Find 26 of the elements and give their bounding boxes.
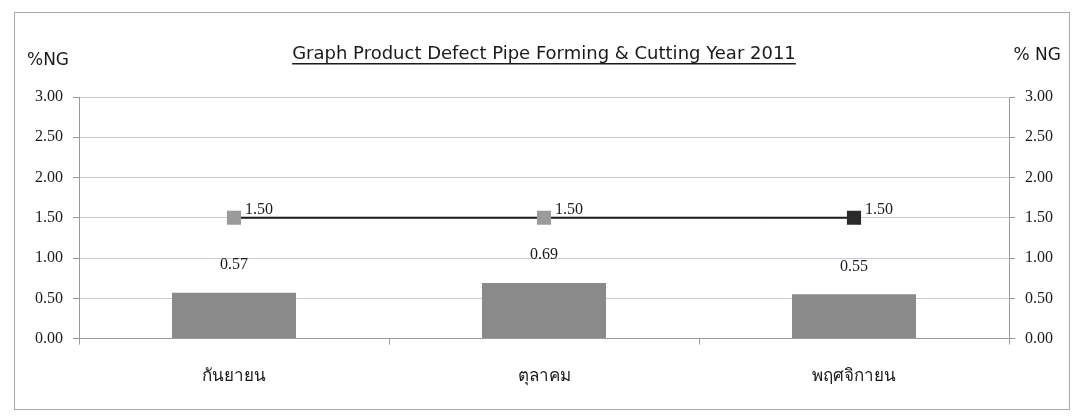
y-tick-label: 3.00 <box>35 87 63 105</box>
y-tick-label: 1.00 <box>35 248 63 266</box>
x-tick-label: พฤศจิกายน <box>812 365 896 386</box>
y-tick-label: 2.50 <box>35 127 63 145</box>
y2-tick-label: 0.00 <box>1025 328 1053 346</box>
y2-axis-title: % NG <box>1013 44 1061 64</box>
y2-tick-label: 2.50 <box>1025 127 1053 145</box>
data-label: 1.50 <box>555 199 583 217</box>
chart-title: Graph Product Defect Pipe Forming & Cutting Year 2011 <box>292 42 796 63</box>
data-label: 0.55 <box>840 256 868 274</box>
y-axis-title: %NG <box>27 49 70 69</box>
y2-tick-label: 0.50 <box>1025 288 1053 306</box>
data-label: 1.50 <box>245 199 273 217</box>
y-tick-label: 0.00 <box>35 328 63 346</box>
y-tick-label: 2.00 <box>35 167 63 185</box>
y-tick-label: 1.50 <box>35 208 63 225</box>
x-tick-label: ตุลาคม <box>517 365 571 387</box>
y2-tick-label: 2.00 <box>1025 167 1053 185</box>
y-tick-label: 0.50 <box>35 288 63 306</box>
data-label: 1.50 <box>865 199 893 217</box>
data-label: 0.57 <box>220 254 248 272</box>
y2-tick-label: 1.00 <box>1025 248 1053 266</box>
data-label: 0.69 <box>530 245 558 263</box>
y2-tick-label: 1.50 <box>1025 208 1053 225</box>
x-tick-label: กันยายน <box>202 365 266 386</box>
y2-tick-label: 3.00 <box>1025 87 1053 105</box>
